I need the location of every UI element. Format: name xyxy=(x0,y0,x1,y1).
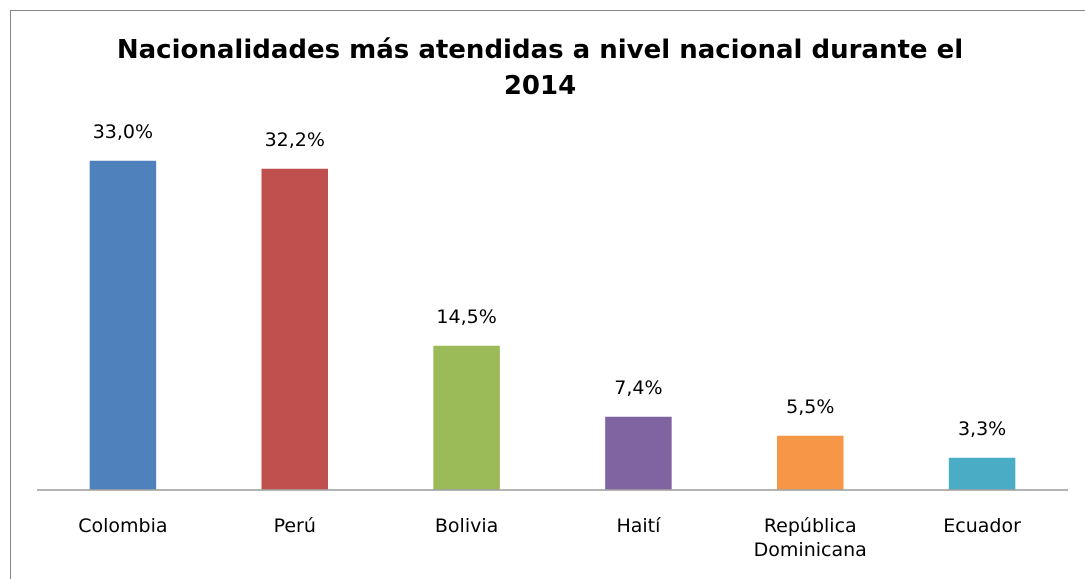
data-label: 3,3% xyxy=(957,418,1007,440)
data-label: 14,5% xyxy=(436,306,497,328)
data-label: 32,2% xyxy=(264,129,325,151)
chart-title: Nacionalidades más atendidas a nivel nac… xyxy=(116,35,964,101)
x-tick-label: Bolivia xyxy=(434,515,499,537)
data-label: 5,5% xyxy=(786,396,835,418)
x-tick-label: República Dominicana xyxy=(753,515,867,561)
bar xyxy=(260,167,330,491)
data-label: 33,0% xyxy=(92,121,154,143)
x-tick-label: Perú xyxy=(273,515,316,537)
bar xyxy=(775,434,845,491)
x-tick-label: Haití xyxy=(616,515,661,537)
bar xyxy=(88,159,158,491)
bar xyxy=(947,456,1017,491)
bar xyxy=(431,344,502,491)
x-tick-label: Ecuador xyxy=(943,515,1021,537)
chart-frame xyxy=(10,10,1085,579)
bar xyxy=(603,415,674,491)
data-label: 7,4% xyxy=(614,377,663,399)
x-tick-label: Colombia xyxy=(78,515,168,537)
